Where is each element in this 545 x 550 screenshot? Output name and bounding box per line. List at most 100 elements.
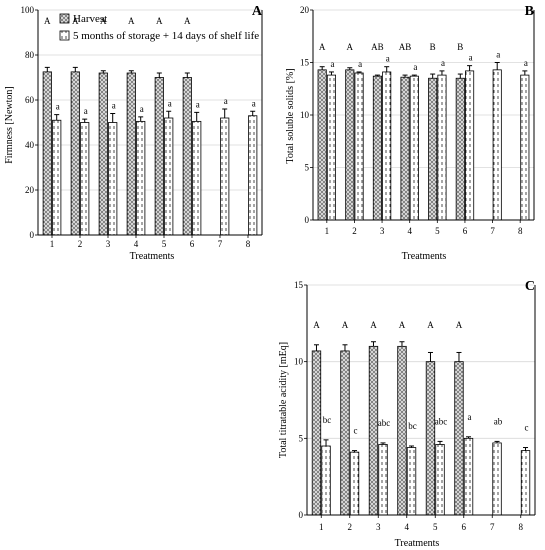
panel-c-storage-bar — [435, 444, 445, 516]
panel-b-letter-harvest: B — [430, 42, 436, 52]
panel-a-label: A — [252, 4, 263, 19]
panel-a-harvest-bar — [70, 71, 80, 236]
panel-c-storage-bar — [349, 451, 360, 516]
panel-a-letter-storage: a — [112, 101, 116, 111]
panel-b-letter-storage: a — [330, 59, 334, 69]
panel-b-harvest-bar — [455, 77, 465, 221]
legend-storage-swatch — [59, 30, 70, 41]
panel-b-xtick-label: 1 — [325, 226, 330, 236]
panel-a-axes — [35, 9, 263, 238]
panel-c-xtick-label: 7 — [490, 522, 495, 532]
panel-c-ytick-label: 15 — [294, 280, 304, 290]
panel-a-letter-storage: a — [168, 98, 172, 108]
panel-a-xtick-label: 1 — [50, 239, 55, 249]
panel-c-xtick-label: 8 — [519, 522, 524, 532]
panel-b-storage-bar — [382, 71, 392, 221]
panel-a-letter-storage: a — [196, 99, 200, 109]
panel-b-letter-storage: a — [524, 58, 528, 68]
panel-c-harvest-bar — [397, 345, 407, 516]
panel-a-tick-labels: 0 20 40 60 80 100 1 2 3 4 5 6 7 8 — [21, 5, 251, 249]
panel-a-letter-harvest: A — [128, 16, 135, 26]
panel-a-harvest-bar — [42, 71, 52, 236]
panel-b-storage-bar — [465, 70, 475, 221]
panel-c-ytick-label: 5 — [299, 433, 304, 443]
panel-b-xtick-label: 5 — [435, 226, 440, 236]
panel-b-ytick-label: 5 — [305, 163, 310, 173]
panel-b-harvest-bar — [428, 77, 438, 221]
panel-a-harvest-bar — [126, 72, 136, 236]
panel-a-ytick-label: 40 — [25, 140, 35, 150]
panel-c-xtick-label: 6 — [462, 522, 467, 532]
panel-a-storage-bar — [248, 115, 258, 236]
panel-b-xtick-label: 3 — [380, 226, 385, 236]
legend-harvest-label: Harvest — [73, 13, 107, 25]
panel-a-xtick-label: 4 — [134, 239, 139, 249]
panel-b-ytick-label: 10 — [300, 110, 310, 120]
panel-c-letter-harvest: A — [342, 320, 349, 330]
panel-a-harvest-bar — [154, 77, 164, 236]
panel-b-tick-labels: 0 5 10 15 20 1 2 3 4 5 6 7 8 — [300, 5, 523, 236]
panel-b-harvest-bar — [317, 69, 327, 221]
panel-b-label: B — [525, 4, 534, 19]
panel-c-letter-storage: bc — [323, 415, 332, 425]
panel-c-harvest-bar — [311, 350, 322, 516]
panel-c-letter-storage: c — [354, 426, 358, 436]
panel-b-letter-storage: a — [496, 50, 500, 60]
panel-a-xlabel: Treatments — [130, 251, 175, 262]
panel-b-letter-storage: a — [469, 53, 473, 63]
panel-a-xtick-label: 6 — [190, 239, 195, 249]
legend: Harvest 5 months of storage + 14 days of… — [59, 13, 259, 42]
panel-b-storage-bar — [492, 69, 502, 221]
legend-storage-label: 5 months of storage + 14 days of shelf l… — [73, 30, 259, 42]
panel-c-xtick-label: 2 — [348, 522, 353, 532]
panel-a-storage-bar — [164, 117, 174, 236]
panel-c-storage-bar — [406, 447, 417, 516]
panel-c-storage-bar — [520, 450, 531, 516]
panel-b-xtick-label: 2 — [352, 226, 357, 236]
panel-a-xtick-label: 3 — [106, 239, 111, 249]
panel-b-storage-bar — [520, 74, 530, 221]
panel-b-xlabel: Treatments — [402, 251, 447, 262]
panel-a-ylabel: Firmness [Newton] — [4, 86, 15, 164]
panel-a-letter-harvest: A — [72, 16, 79, 26]
panel-b-storage-bar — [437, 74, 447, 221]
panel-c-letter-storage: abc — [378, 418, 391, 428]
panel-b-storage-bar — [326, 74, 337, 221]
panel-c-xtick-label: 4 — [405, 522, 410, 532]
panel-a-ytick-label: 20 — [25, 185, 35, 195]
panel-c-harvest-bar — [368, 345, 379, 516]
panel-c-storage-bar — [492, 442, 502, 516]
panel-a-storage-bar — [80, 122, 90, 236]
panel-c-letter-harvest: A — [399, 320, 406, 330]
panel-b-storage-bar — [409, 75, 419, 221]
panel-a-harvest-bar — [182, 77, 192, 236]
panel-a-letter-harvest: A — [184, 16, 191, 26]
panel-c-xtick-label: 3 — [376, 522, 381, 532]
panel-a-firmness-chart: 0 20 40 60 80 100 1 2 3 4 5 6 7 8 Aa Aa Aa Aa Aa Aa a a A Tr… — [4, 4, 263, 262]
panel-a-letter-storage: a — [84, 106, 88, 116]
panel-a-xtick-label: 8 — [246, 239, 251, 249]
panel-b-storage-bar — [354, 72, 364, 221]
panel-a-xtick-label: 2 — [78, 239, 83, 249]
panel-c-axes — [304, 284, 536, 518]
panel-c-storage-bar — [321, 445, 331, 516]
panel-c-bars — [311, 341, 531, 516]
panel-b-letter-harvest: B — [457, 42, 463, 52]
panel-c-storage-bar — [463, 437, 474, 516]
panel-a-storage-bar — [136, 120, 146, 236]
panel-a-letter-harvest: A — [100, 16, 107, 26]
panel-b-letter-storage: a — [386, 54, 390, 64]
panel-b-ytick-label: 0 — [305, 215, 310, 225]
panel-b-harvest-bar — [400, 76, 410, 221]
panel-b-letter-storage: a — [441, 58, 445, 68]
panel-a-ytick-label: 0 — [30, 230, 35, 240]
panel-a-ytick-label: 100 — [21, 5, 35, 15]
panel-a-letter-storage: a — [224, 96, 228, 106]
panel-c-letter-storage: bc — [408, 421, 417, 431]
panel-b-letter-storage: a — [413, 62, 417, 72]
